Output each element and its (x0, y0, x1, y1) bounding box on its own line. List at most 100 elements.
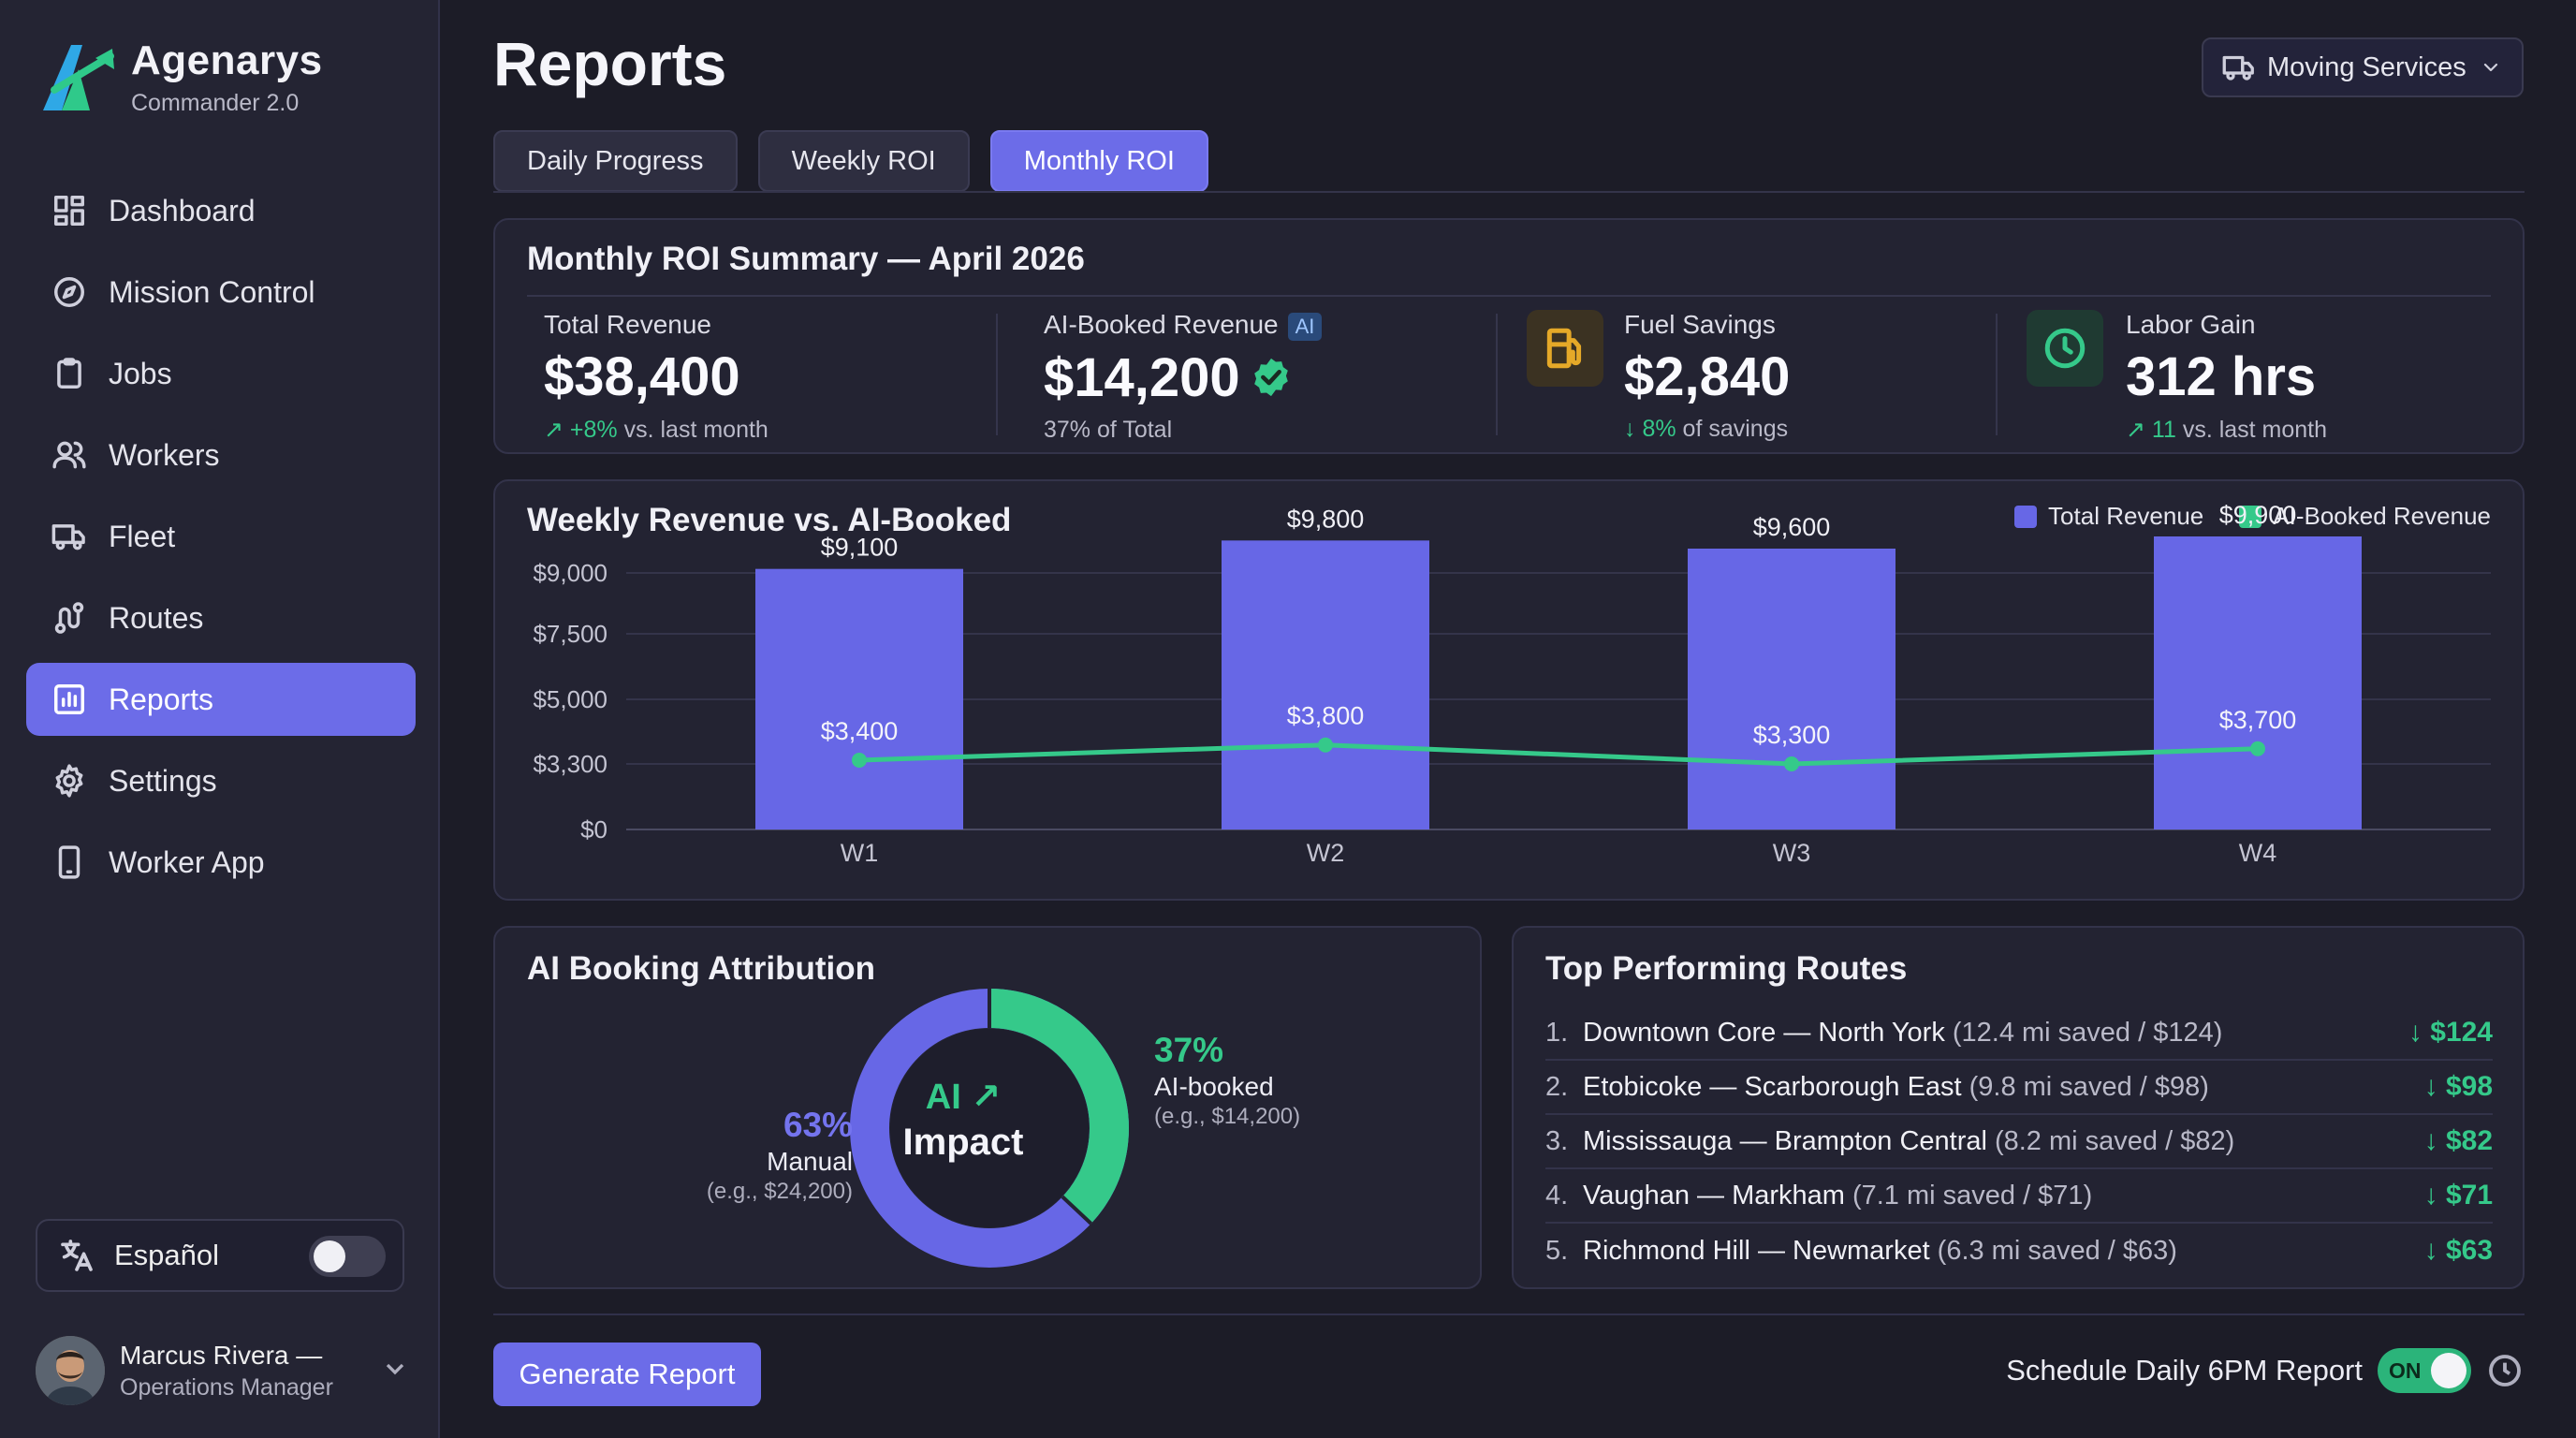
donut-group (850, 989, 1129, 1268)
kpi-sub-text: vs. last month (2182, 417, 2328, 443)
bar (2154, 536, 2362, 829)
route-savings: ↓ $82 (2423, 1125, 2493, 1156)
kpi-sub: ↓ 8% of savings (1624, 416, 1980, 443)
summary-title: Monthly ROI Summary — April 2026 (527, 241, 1085, 277)
sidebar-item-dashboard[interactable]: Dashboard (26, 174, 416, 247)
kpi-total-revenue: Total Revenue $38,400 ↗ +8% vs. last mon… (544, 310, 768, 443)
sidebar-item-label: Reports (109, 682, 214, 716)
verified-check-icon (1253, 358, 1288, 397)
route-row[interactable]: 1. Downtown Core — North York (12.4 mi s… (1545, 1006, 2493, 1061)
sidebar-item-label: Dashboard (109, 193, 256, 227)
bar-value-label: $9,100 (821, 534, 899, 562)
kpi-label: Fuel Savings (1624, 310, 1776, 339)
sidebar-item-label: Fleet (109, 519, 176, 553)
sidebar-item-workers[interactable]: Workers (26, 418, 416, 492)
weekly-revenue-chart: $0 $3,300 $5,000 $7,500 $9,000 $9,100 W1 $9,800… (533, 501, 2491, 867)
sidebar-item-mission-control[interactable]: Mission Control (26, 256, 416, 329)
sidebar-item-reports[interactable]: Reports (26, 663, 416, 736)
kpi-sub: ↗ 11 vs. last month (2126, 416, 2481, 444)
kpi-sub: 37% of Total (1044, 416, 1173, 443)
sidebar-item-settings[interactable]: Settings (26, 744, 416, 817)
ai-booked-line (858, 742, 2259, 767)
brand[interactable]: Agenarys Commander 2.0 (37, 36, 323, 118)
service-select-value: Moving Services (2267, 51, 2466, 82)
user-role: Operations Manager (120, 1373, 333, 1401)
tab-daily-progress[interactable]: Daily Progress (493, 130, 738, 192)
bar (755, 568, 963, 829)
language-toggle[interactable] (309, 1236, 386, 1277)
kpi-label: Labor Gain (2126, 310, 2256, 339)
route-row[interactable]: 2. Etobicoke — Scarborough East (9.8 mi … (1545, 1061, 2493, 1115)
toggle-knob (314, 1240, 345, 1272)
kpi-fuel-savings: Fuel Savings $2,840 ↓ 8% of savings (1527, 310, 1976, 442)
y-tick-label: $0 (580, 815, 607, 844)
kpi-label-row: AI-Booked Revenue AI (1044, 310, 1323, 341)
user-profile[interactable]: Marcus Rivera — Operations Manager (36, 1333, 410, 1408)
route-rank: 3. (1545, 1125, 1569, 1156)
route-savings: ↓ $71 (2423, 1180, 2493, 1211)
bar-value-label: $9,900 (2219, 501, 2297, 529)
kpi-ai-booked-revenue: AI-Booked Revenue AI $14,200 37% of Total (1044, 310, 1323, 443)
service-select[interactable]: Moving Services (2202, 37, 2524, 97)
route-savings: ↓ $124 (2408, 1017, 2493, 1048)
route-row[interactable]: 4. Vaughan — Markham (7.1 mi saved / $71… (1545, 1169, 2493, 1224)
sidebar-item-worker-app[interactable]: Worker App (26, 826, 416, 899)
manual-legend: 63% Manual (e.g., $24,200) (607, 1106, 853, 1205)
chart-title: Weekly Revenue vs. AI-Booked (527, 502, 1012, 538)
brand-name: Agenarys (131, 37, 323, 83)
sidebar-item-label: Worker App (109, 844, 265, 879)
language-switch[interactable]: Español (36, 1219, 404, 1292)
kpi-sub-text: of savings (1682, 416, 1789, 442)
sidebar-item-routes[interactable]: Routes (26, 581, 416, 654)
gear-icon (51, 762, 88, 800)
trend-up-icon: ↗ (544, 417, 570, 443)
schedule-toggle[interactable]: ON (2378, 1348, 2471, 1393)
reports-icon (51, 681, 88, 718)
chart-legend: Total Revenue AI-Booked Revenue (1979, 502, 2491, 531)
trend-up-icon: ↗ (2126, 417, 2152, 443)
route-row[interactable]: 3. Mississauga — Brampton Central (8.2 m… (1545, 1115, 2493, 1169)
kpi-change: 11 (2151, 417, 2176, 443)
donut-center-label: AI ↗ Impact (871, 1076, 1055, 1164)
y-tick-label: $7,500 (533, 620, 607, 648)
clock-icon[interactable] (2486, 1352, 2524, 1389)
kpi-value-row: $14,200 (1044, 346, 1322, 409)
avatar (36, 1336, 105, 1405)
chevron-down-icon[interactable] (380, 1354, 410, 1388)
fuel-pump-icon (1527, 310, 1603, 387)
footer-divider (493, 1313, 2525, 1315)
toggle-knob (2431, 1353, 2466, 1388)
ai-pct: 37% (1154, 1031, 1224, 1069)
toggle-state: ON (2389, 1358, 2422, 1383)
route-name: Vaughan — Markham (1583, 1180, 1845, 1211)
manual-label: Manual (767, 1147, 853, 1176)
route-row[interactable]: 5. Richmond Hill — Newmarket (6.3 mi sav… (1545, 1224, 2493, 1278)
tab-weekly-roi[interactable]: Weekly ROI (757, 130, 970, 192)
donut-hole (890, 1029, 1089, 1227)
brand-subtitle: Commander 2.0 (131, 89, 300, 116)
kpi-value: $2,840 (1624, 346, 1791, 407)
route-name: Etobicoke — Scarborough East (1583, 1071, 1962, 1102)
x-tick-label: W1 (841, 839, 879, 867)
route-name: Richmond Hill — Newmarket (1583, 1235, 1930, 1266)
users-icon (51, 436, 88, 474)
sidebar-item-jobs[interactable]: Jobs (26, 337, 416, 410)
donut-gap (1061, 1195, 1092, 1225)
divider (1996, 314, 1998, 435)
legend-item-ai: AI-Booked Revenue (2239, 502, 2491, 531)
kpi-labor-gain: Labor Gain 312 hrs ↗ 11 vs. last month (2027, 310, 2476, 443)
sidebar-nav: Dashboard Mission Control Jobs Workers F… (26, 174, 416, 907)
attribution-donut-chart (850, 989, 1129, 1268)
ai-label: AI-booked (1154, 1072, 1274, 1101)
kpi-fuel-text: Fuel Savings $2,840 ↓ 8% of savings (1624, 310, 1980, 443)
legend-swatch (2014, 505, 2038, 528)
kpi-label: AI-Booked Revenue (1044, 310, 1279, 339)
page-title: Reports (493, 29, 727, 98)
route-icon (51, 599, 88, 637)
sidebar-item-fleet[interactable]: Fleet (26, 500, 416, 573)
phone-icon (51, 844, 88, 881)
bar (1688, 549, 1895, 829)
generate-report-button[interactable]: Generate Report (493, 1343, 761, 1406)
tab-monthly-roi[interactable]: Monthly ROI (989, 130, 1208, 192)
line-point (2250, 741, 2265, 756)
